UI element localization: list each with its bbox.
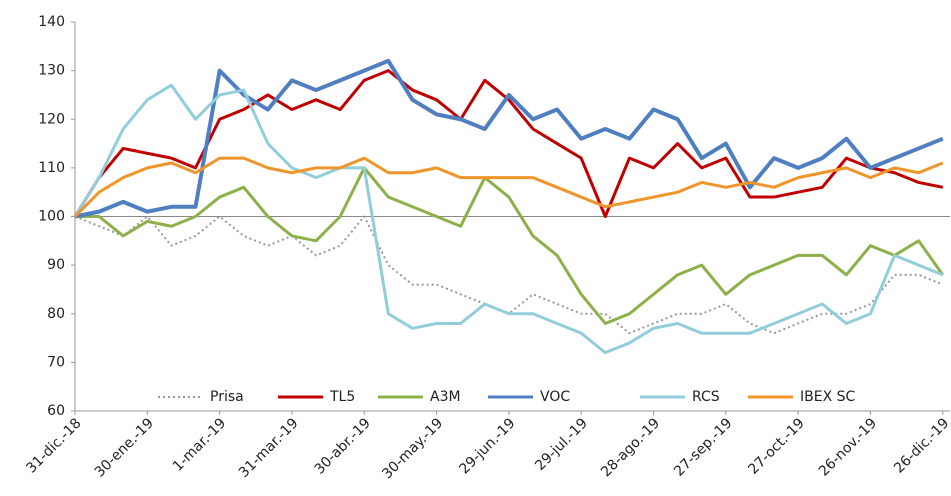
legend-label: RCS	[692, 389, 720, 405]
y-tick-label: 140	[38, 14, 65, 30]
series-line	[75, 166, 944, 325]
x-tick-label: 29-jun.-19	[456, 415, 518, 477]
x-tick-label: 1-mar.-19	[170, 415, 229, 474]
y-tick-label: 70	[47, 354, 65, 370]
x-tick-label: 27-oct.-19	[745, 415, 807, 477]
y-tick-label: 80	[47, 306, 65, 322]
x-tick-label: 29-jul.-19	[532, 415, 591, 474]
y-tick-label: 120	[38, 111, 65, 127]
series-line	[73, 83, 944, 355]
y-tick-label: 110	[38, 160, 65, 176]
x-tick-label: 30-ene.-19	[92, 415, 157, 480]
y-tick-label: 90	[47, 257, 65, 273]
x-tick-label: 27-sep.-19	[671, 415, 735, 479]
series-line	[74, 215, 944, 335]
legend-label: IBEX SC	[800, 389, 856, 405]
series-line	[74, 58, 944, 219]
x-tick-label: 31-mar.-19	[236, 415, 302, 481]
y-tick-label: 130	[38, 63, 65, 79]
legend-label: TL5	[329, 389, 355, 405]
x-tick-label: 30-abr.-19	[312, 415, 374, 477]
x-tick-label: 26-dic.-19	[891, 415, 951, 476]
x-tick-label: 30-may.-19	[379, 415, 446, 482]
x-tick-label: 28-ago.-19	[598, 415, 663, 480]
series-line	[73, 156, 944, 218]
legend-label: A3M	[430, 389, 461, 405]
legend-label: Prisa	[210, 389, 244, 405]
series-line	[73, 69, 944, 218]
x-tick-label: 26-nov.-19	[816, 415, 880, 479]
y-tick-label: 100	[38, 209, 65, 225]
legend-label: VOC	[540, 389, 570, 405]
x-tick-label: 31-dic.-18	[23, 415, 84, 476]
y-tick-label: 60	[47, 403, 65, 419]
